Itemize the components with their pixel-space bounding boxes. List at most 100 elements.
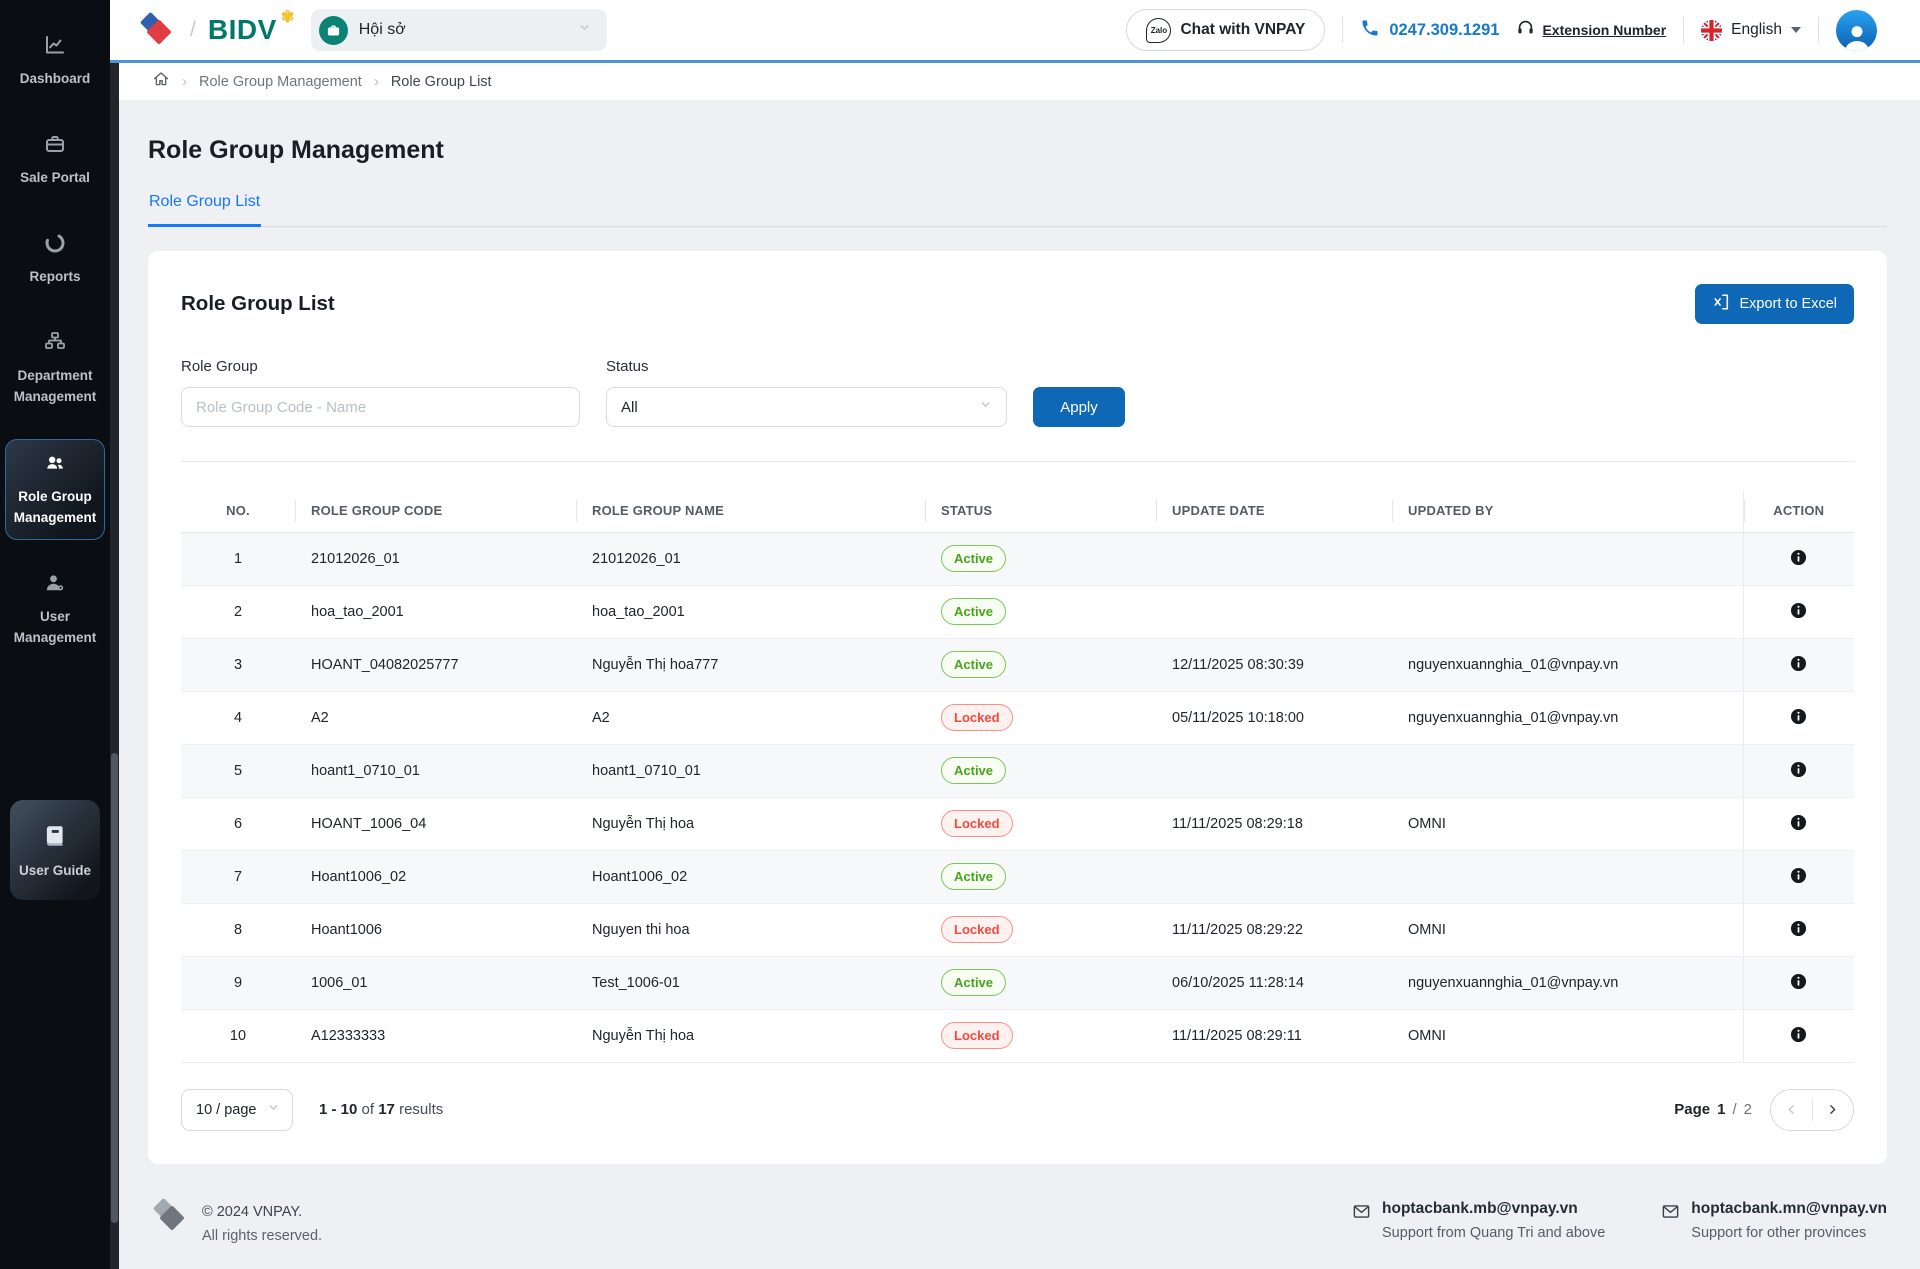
table-row: 6 HOANT_1006_04 Nguyễn Thị hoa Locked 11… bbox=[181, 797, 1854, 851]
cell-role-group-code: 1006_01 bbox=[295, 956, 576, 1010]
language-value: English bbox=[1731, 21, 1782, 38]
cell-no: 3 bbox=[181, 638, 295, 692]
chevron-right-icon bbox=[1830, 1105, 1836, 1114]
chat-with-vnpay-button[interactable]: Zalo Chat with VNPAY bbox=[1126, 9, 1326, 51]
cell-status: Locked bbox=[925, 691, 1156, 745]
row-info-button[interactable] bbox=[1787, 917, 1811, 941]
export-to-excel-button[interactable]: Export to Excel bbox=[1695, 284, 1854, 324]
brand-logos: / BIDV ✾ bbox=[139, 9, 294, 46]
cell-role-group-name: Nguyễn Thị hoa bbox=[576, 1009, 925, 1063]
support-email[interactable]: hoptacbank.mn@vnpay.vn bbox=[1691, 1199, 1887, 1217]
sidebar-item-department-management[interactable]: Department Management bbox=[5, 319, 105, 419]
branch-briefcase-icon bbox=[318, 15, 348, 45]
cell-update-date: 12/11/2025 08:30:39 bbox=[1156, 638, 1392, 692]
cell-role-group-code: A12333333 bbox=[295, 1009, 576, 1063]
row-info-button[interactable] bbox=[1787, 705, 1811, 729]
row-info-button[interactable] bbox=[1787, 546, 1811, 570]
row-info-button[interactable] bbox=[1787, 811, 1811, 835]
cell-role-group-name: Nguyen thi hoa bbox=[576, 903, 925, 957]
sidebar-item-user-management[interactable]: User Management bbox=[5, 560, 105, 660]
column-status: STATUS bbox=[925, 490, 1156, 533]
breadcrumb-item[interactable]: Role Group Management bbox=[199, 73, 362, 90]
cell-role-group-code: hoant1_0710_01 bbox=[295, 744, 576, 798]
cell-no: 4 bbox=[181, 691, 295, 745]
sidebar-scrollbar-thumb[interactable] bbox=[111, 753, 118, 1223]
cell-status: Active bbox=[925, 638, 1156, 692]
page-indicator: Page 1 / 2 bbox=[1674, 1101, 1752, 1118]
sidebar-item-sale-portal[interactable]: Sale Portal bbox=[5, 121, 105, 200]
branch-selector-value: Hội sở bbox=[358, 21, 406, 38]
sidebar: Dashboard Sale Portal Reports Department… bbox=[0, 0, 110, 1269]
tab-role-group-list[interactable]: Role Group List bbox=[148, 193, 262, 227]
person-icon bbox=[1844, 25, 1869, 51]
cell-role-group-code: hoa_tao_2001 bbox=[295, 585, 576, 639]
cell-action bbox=[1742, 797, 1854, 851]
cell-action bbox=[1742, 585, 1854, 639]
info-icon bbox=[1791, 868, 1807, 884]
apply-button[interactable]: Apply bbox=[1033, 387, 1125, 427]
role-group-field: Role Group bbox=[181, 358, 580, 427]
branch-selector[interactable]: Hội sở bbox=[310, 9, 607, 51]
sidebar-scrollbar-track bbox=[110, 63, 119, 1269]
cell-role-group-name: 21012026_01 bbox=[576, 532, 925, 586]
row-info-button[interactable] bbox=[1787, 864, 1811, 888]
cell-update-date: 06/10/2025 11:28:14 bbox=[1156, 956, 1392, 1010]
cell-status: Active bbox=[925, 585, 1156, 639]
pager-controls: Page 1 / 2 bbox=[1674, 1088, 1854, 1131]
sidebar-item-label: User Management bbox=[13, 609, 97, 646]
column-action: ACTION bbox=[1742, 490, 1854, 533]
divider bbox=[1811, 1098, 1813, 1121]
page-size-select[interactable]: 10 / page bbox=[181, 1088, 293, 1131]
extension-number-link[interactable]: Extension Number bbox=[1516, 18, 1666, 42]
logo-separator: / bbox=[190, 18, 196, 41]
cell-no: 1 bbox=[181, 532, 295, 586]
status-select-value: All bbox=[621, 398, 638, 416]
page-title: Role Group Management bbox=[148, 136, 444, 164]
chevron-down-icon bbox=[979, 398, 992, 416]
info-icon bbox=[1791, 815, 1807, 831]
sidebar-item-dashboard[interactable]: Dashboard bbox=[5, 22, 105, 101]
user-avatar[interactable] bbox=[1836, 9, 1877, 51]
cell-role-group-name: Nguyễn Thị hoa777 bbox=[576, 638, 925, 692]
language-selector[interactable]: English bbox=[1701, 19, 1801, 41]
cell-action bbox=[1742, 956, 1854, 1010]
table-row: 4 A2 A2 Locked 05/11/2025 10:18:00 nguye… bbox=[181, 691, 1854, 745]
cell-update-date bbox=[1156, 850, 1392, 904]
user-gear-icon bbox=[43, 571, 67, 600]
page-size-value: 10 / page bbox=[196, 1101, 257, 1118]
sidebar-item-role-group-management[interactable]: Role Group Management bbox=[5, 438, 105, 541]
cell-action bbox=[1742, 1009, 1854, 1063]
sidebar-item-reports[interactable]: Reports bbox=[5, 220, 105, 299]
support-contact-mn: hoptacbank.mn@vnpay.vn Support for other… bbox=[1661, 1200, 1887, 1241]
info-icon bbox=[1791, 762, 1807, 778]
chevron-down-icon bbox=[267, 1101, 280, 1119]
row-info-button[interactable] bbox=[1787, 652, 1811, 676]
cell-role-group-name: Test_1006-01 bbox=[576, 956, 925, 1010]
hotline-phone-link[interactable]: 0247.309.1291 bbox=[1360, 18, 1499, 43]
row-info-button[interactable] bbox=[1787, 599, 1811, 623]
row-info-button[interactable] bbox=[1787, 970, 1811, 994]
sidebar-item-user-guide[interactable]: User Guide bbox=[10, 800, 100, 900]
next-page-button[interactable] bbox=[1813, 1090, 1854, 1130]
home-icon[interactable] bbox=[152, 70, 170, 93]
support-email[interactable]: hoptacbank.mb@vnpay.vn bbox=[1382, 1199, 1578, 1217]
breadcrumb-item-current: Role Group List bbox=[390, 73, 492, 90]
cell-role-group-name: A2 bbox=[576, 691, 925, 745]
user-guide-label: User Guide bbox=[18, 862, 92, 878]
cell-update-date: 11/11/2025 08:29:22 bbox=[1156, 903, 1392, 957]
cell-update-date: 05/11/2025 10:18:00 bbox=[1156, 691, 1392, 745]
role-group-input[interactable] bbox=[181, 387, 580, 427]
cell-updated-by bbox=[1392, 585, 1743, 639]
envelope-icon bbox=[1661, 1200, 1680, 1241]
previous-page-button[interactable] bbox=[1771, 1090, 1812, 1130]
table-body: 1 21012026_01 21012026_01 Active 2 hoa_t… bbox=[181, 532, 1854, 1063]
row-info-button[interactable] bbox=[1787, 1023, 1811, 1047]
cell-updated-by bbox=[1392, 850, 1743, 904]
sidebar-item-label: Reports bbox=[29, 268, 81, 284]
info-icon bbox=[1791, 1027, 1807, 1043]
status-select[interactable]: All bbox=[606, 387, 1007, 427]
info-icon bbox=[1791, 921, 1807, 937]
cell-updated-by bbox=[1392, 744, 1743, 798]
cell-action bbox=[1742, 691, 1854, 745]
row-info-button[interactable] bbox=[1787, 758, 1811, 782]
